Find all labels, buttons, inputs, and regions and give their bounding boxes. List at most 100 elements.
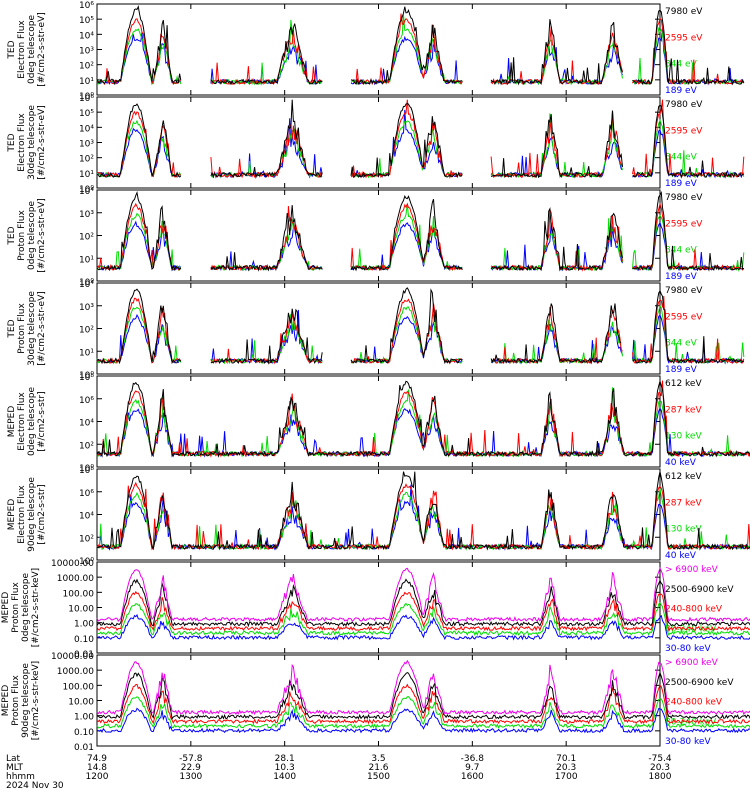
legend-entry: 2595 eV [665,33,703,43]
series-trace [96,602,750,637]
legend-entry: 189 eV [665,272,698,282]
y-axis-label-line: Electron Flux [17,392,27,451]
y-tick-label: 10⁴ [79,512,94,522]
y-axis-label-line: 30deg telescope [27,105,37,180]
y-tick-label: 10⁰ [79,464,94,474]
panel-2: 10⁰ 10¹ 10² 10³ 10⁴ 10⁵ 10⁶ TED Electron Flux 30d… [7,94,745,195]
panel-6: 10⁰ 10² 10⁴ 10⁶ 10⁸ MEPED Electron Flux 90deg t… [7,466,750,567]
legend-entry: 844 eV [665,60,698,70]
time-axis-tick-label: 1700 [555,772,578,782]
series-trace [96,191,745,272]
y-tick-label: 10⁸ [79,373,94,383]
legend-entry: 30-80 keV [665,737,711,747]
y-axis-label-line: Proton Flux [17,210,27,261]
legend-entry: 2595 eV [665,312,703,322]
y-axis-label: TED Electron Flux 30deg telescope [#/cm2-s-… [7,105,47,180]
series-trace [96,671,750,720]
y-tick-label: 10000.00 [51,559,94,569]
series-trace [96,471,750,551]
legend-entry: 287 keV [665,405,702,415]
y-axis-label-line: MEPED [1,592,11,624]
y-tick-label: 10.00 [68,698,94,708]
y-tick-label: 1000.00 [57,574,94,584]
time-axis-tick-label: 1300 [179,772,202,782]
time-axis-tick-label: 28.1 [275,754,295,764]
legend-entry: 612 keV [665,472,702,482]
y-axis-label-line: Proton Flux [17,303,27,354]
y-tick-label: 100.00 [63,589,95,599]
y-tick-label: 10⁴ [79,280,94,290]
time-axis-tick-label: 70.1 [556,754,576,764]
series-trace [96,613,750,641]
legend-entry: 30-80 keV [665,644,711,654]
legend-entry: 2500-6900 keV [665,585,734,595]
series-trace [96,5,745,86]
y-axis-label-line: Proton Flux [11,582,21,633]
y-tick-label: 1.00 [74,620,94,630]
legend-entry: 844 eV [665,339,698,349]
y-axis-label-line: TED [7,319,17,338]
y-axis-label-line: [#/cm2-s-str] [37,484,47,544]
y-tick-label: 10¹ [79,348,94,358]
y-tick-label: 0.10 [74,635,94,645]
legend-entry: 130 keV [665,525,702,535]
time-axis-tick-label: -75.4 [648,754,672,764]
time-axis-tick-label: 1800 [649,772,672,782]
y-tick-label: 0.01 [74,743,94,753]
legend-entry: 612 keV [665,379,702,389]
y-tick-label: 10⁶ [79,1,94,11]
y-tick-label: 10³ [79,303,94,313]
panel-8: 0.01 0.10 1.00 10.00 100.00 1000.00 10000.00 ME… [1,652,750,753]
y-axis-label-line: 0deg telescope [21,573,31,643]
series-trace [96,481,750,551]
legend-entry: 844 eV [665,246,698,256]
y-axis-label-line: [#/cm2-s-str-keV] [31,568,41,647]
series-trace [96,578,750,628]
y-axis-label-line: [#/cm2-s-str-eV] [37,291,47,366]
y-tick-label: 10⁶ [79,489,94,499]
legend-entry: 7980 eV [665,286,703,296]
panel-frame [96,654,661,747]
y-tick-label: 10¹ [79,255,94,265]
series-trace [96,295,745,365]
y-tick-label: 10⁰ [79,371,94,381]
panel-3: 10⁰ 10¹ 10² 10³ 10⁴ TED Proton Flux 0deg telesc… [7,187,745,288]
time-axis-row-label: Lat [6,754,21,764]
time-axis-tick-label: 3.5 [371,754,385,764]
series-trace [96,380,750,458]
y-tick-label: 10² [79,155,94,165]
series-trace [96,590,750,632]
time-axis-tick-label: 14.8 [87,763,107,773]
legend-entry: 40 keV [665,551,697,561]
series-trace [96,659,750,716]
legend-entry: 240-800 keV [665,605,723,615]
y-axis-label-line: [#/cm2-s-str-keV] [31,661,41,740]
time-axis-tick-label: 1500 [367,772,390,782]
legend-entry: 7980 eV [665,7,703,17]
y-tick-label: 100.00 [63,682,95,692]
y-tick-label: 10² [79,534,94,544]
series-trace [96,379,750,458]
y-tick-label: 10² [79,62,94,72]
time-axis-tick-label: -36.8 [461,754,485,764]
y-axis-label-line: TED [7,40,17,59]
time-axis-tick-label: 74.9 [87,754,107,764]
y-tick-label: 10⁴ [79,419,94,429]
series-trace [96,99,744,179]
y-tick-label: 10⁰ [79,185,94,195]
legend-entry: 7980 eV [665,100,703,110]
y-tick-label: 10¹ [79,170,94,180]
y-tick-label: 10³ [79,210,94,220]
y-tick-label: 0.01 [74,650,94,660]
y-axis-label-line: MEPED [7,406,17,438]
panel-frame [96,561,661,654]
time-axis-tick-label: 1400 [273,772,296,782]
y-axis-label-line: 30deg telescope [27,291,37,366]
y-axis-label-line: [#/cm2-s-str-eV] [37,198,47,273]
y-tick-label: 10000.00 [51,652,94,662]
y-axis-label-line: 0deg telescope [27,201,37,271]
legend-entry: 2500-6900 keV [665,678,734,688]
y-tick-label: 0.10 [74,728,94,738]
time-axis-row-label: MLT [6,763,24,773]
